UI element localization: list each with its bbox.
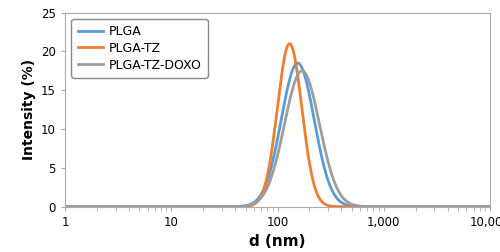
PLGA-TZ [286, 42, 292, 45]
PLGA-TZ-DOXO [62, 205, 68, 208]
Line: PLGA-TZ: PLGA-TZ [65, 44, 490, 207]
PLGA-TZ [62, 205, 68, 208]
PLGA-TZ-DOXO [110, 205, 116, 208]
Y-axis label: Intensity (%): Intensity (%) [22, 59, 36, 160]
Line: PLGA: PLGA [65, 63, 490, 207]
PLGA-TZ [433, 205, 439, 208]
Legend: PLGA, PLGA-TZ, PLGA-TZ-DOXO: PLGA, PLGA-TZ, PLGA-TZ-DOXO [72, 19, 208, 78]
PLGA [479, 205, 485, 208]
PLGA-TZ [225, 205, 231, 208]
PLGA-TZ-DOXO [244, 204, 250, 207]
PLGA [225, 205, 231, 208]
PLGA-TZ [136, 205, 141, 208]
Line: PLGA-TZ-DOXO: PLGA-TZ-DOXO [65, 71, 490, 207]
PLGA-TZ [479, 205, 485, 208]
PLGA-TZ-DOXO [433, 205, 439, 208]
PLGA [62, 205, 68, 208]
PLGA [110, 205, 116, 208]
PLGA-TZ-DOXO [299, 69, 305, 72]
PLGA-TZ-DOXO [479, 205, 485, 208]
PLGA-TZ-DOXO [225, 205, 231, 208]
PLGA-TZ [244, 205, 250, 208]
PLGA-TZ-DOXO [136, 205, 141, 208]
PLGA-TZ-DOXO [487, 205, 493, 208]
PLGA [433, 205, 439, 208]
PLGA [294, 61, 300, 65]
PLGA [136, 205, 141, 208]
PLGA-TZ [487, 205, 493, 208]
PLGA [244, 204, 250, 207]
PLGA [487, 205, 493, 208]
PLGA-TZ [110, 205, 116, 208]
X-axis label: d (nm): d (nm) [249, 234, 306, 249]
